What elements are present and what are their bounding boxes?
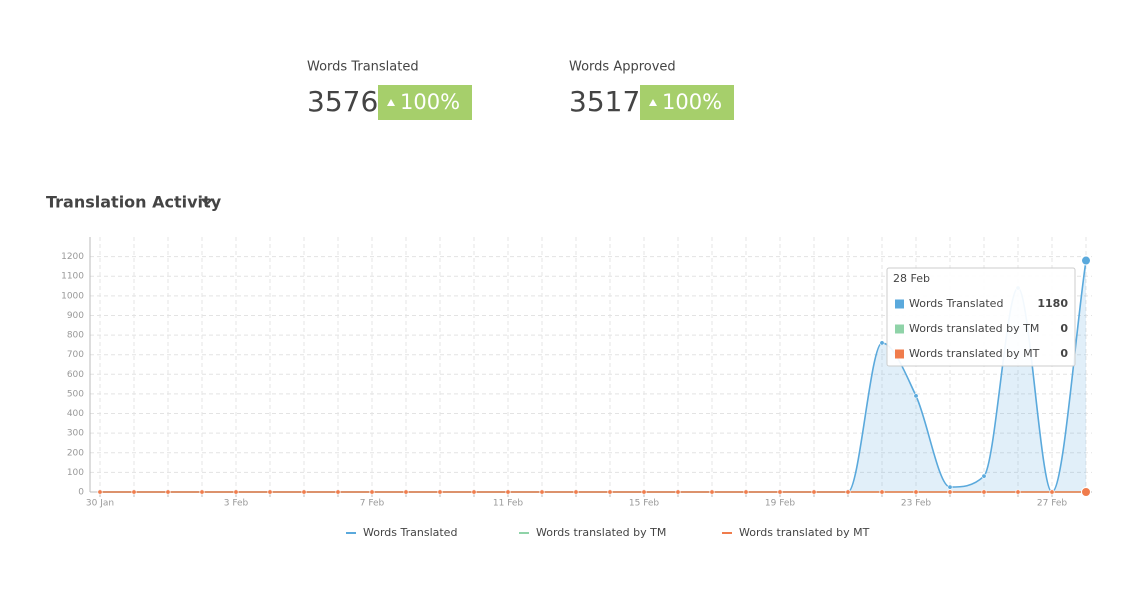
x-tick-label: 11 Feb [493,499,524,509]
y-tick-label: 0 [78,488,84,498]
y-tick-label: 1000 [61,291,84,301]
point [879,489,885,495]
tooltip-value: 0 [1060,322,1068,335]
point [199,489,205,495]
x-tick-label: 23 Feb [901,499,932,509]
point [1049,489,1055,495]
point [573,489,579,495]
point [981,489,987,495]
point [675,489,681,495]
up-arrow [649,99,657,106]
x-tick-label: 15 Feb [629,499,660,509]
point [335,489,341,495]
stat-value: 3576 [307,85,378,118]
stat-label: Words Approved [569,60,676,75]
legend-label[interactable]: Words translated by TM [536,526,666,539]
stat-label: Words Translated [307,60,419,75]
tooltip-value: 1180 [1037,297,1068,310]
y-tick-label: 1200 [61,252,84,262]
chart-title: Translation Activity [46,193,222,212]
tooltip-swatch [895,324,904,334]
tooltip-title: 28 Feb [893,272,930,285]
point [879,340,885,346]
point [913,393,919,399]
y-tick-label: 1100 [61,272,84,282]
tooltip: 28 Feb Words Translated 1180 Words translat… [886,267,1076,367]
tooltip-label: Words translated by TM [909,322,1039,335]
point [981,473,987,479]
x-tick-label: 30 Jan [86,499,114,509]
point [947,489,953,495]
tooltip-box [886,267,1076,367]
point [811,489,817,495]
point [471,489,477,495]
point [233,489,239,495]
legend-label[interactable]: Words translated by MT [739,526,870,539]
point [947,484,953,490]
point [743,489,749,495]
dropdown-chevron[interactable] [201,198,213,206]
point [437,489,443,495]
x-tick-label: 27 Feb [1037,499,1068,509]
point [539,489,545,495]
tooltip-label: Words translated by MT [909,347,1040,360]
point [1081,487,1091,497]
stat-change: 100% [400,90,460,114]
stat-badge [640,85,734,120]
stat-change: 100% [662,90,722,114]
point [505,489,511,495]
point [165,489,171,495]
up-arrow [387,99,395,106]
y-tick-label: 800 [67,331,84,341]
y-tick-label: 300 [67,429,84,439]
point [369,489,375,495]
point [97,489,103,495]
y-tick-label: 400 [67,409,84,419]
y-tick-label: 700 [67,350,84,360]
point [709,489,715,495]
tooltip-swatch [895,299,904,309]
point [641,489,647,495]
y-tick-label: 500 [67,389,84,399]
tooltip-value: 0 [1060,347,1068,360]
y-tick-label: 900 [67,311,84,321]
x-tick-label: 19 Feb [765,499,796,509]
point [913,489,919,495]
y-tick-label: 100 [67,468,84,478]
point [845,489,851,495]
point [777,489,783,495]
legend-label[interactable]: Words Translated [363,526,457,539]
tooltip-swatch [895,349,904,359]
point [301,489,307,495]
tooltip-label: Words Translated [909,297,1003,310]
point [131,489,137,495]
x-tick-label: 7 Feb [360,499,385,509]
point [267,489,273,495]
point [403,489,409,495]
point [1015,489,1021,495]
point [607,489,613,495]
stat-badge [378,85,472,120]
y-tick-label: 600 [67,370,84,380]
point [1081,255,1091,266]
y-tick-label: 200 [67,448,84,458]
stat-value: 3517 [569,85,640,118]
x-tick-label: 3 Feb [224,499,249,509]
